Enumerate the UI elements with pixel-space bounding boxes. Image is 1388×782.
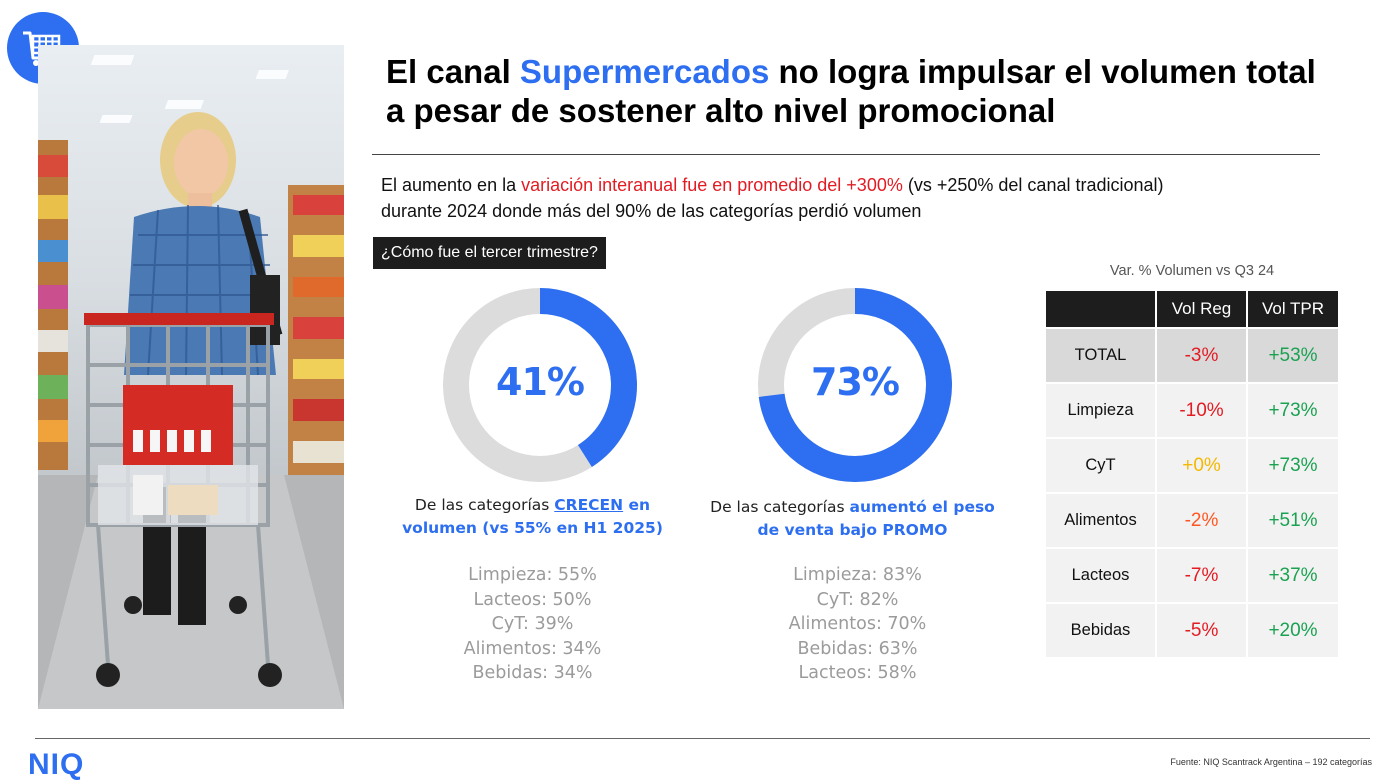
table-header-row: Vol Reg Vol TPR <box>1046 291 1338 328</box>
donut-arc <box>758 288 952 482</box>
list-item: Alimentos: 70% <box>788 614 927 635</box>
row-vol-reg: -7% <box>1155 547 1247 603</box>
list-item: Bebidas: 63% <box>797 638 918 659</box>
row-vol-reg: -2% <box>1155 492 1247 548</box>
table-header-vol-reg: Vol Reg <box>1155 291 1247 328</box>
caption-promo-highlight: aumentó el peso <box>849 498 995 516</box>
intro-highlight: variación interanual fue en promedio del… <box>521 175 903 195</box>
row-vol-tpr: +73% <box>1246 382 1338 438</box>
table-row: Alimentos -2% +51% <box>1046 492 1338 548</box>
question-label: ¿Cómo fue el tercer trimestre? <box>373 237 606 269</box>
donut-arc <box>443 288 637 482</box>
row-vol-tpr: +37% <box>1246 547 1338 603</box>
row-vol-reg: +0% <box>1155 437 1247 493</box>
title-highlight: Supermercados <box>519 53 770 90</box>
row-category: Lacteos <box>1046 547 1156 603</box>
source-note: Fuente: NIQ Scantrack Argentina – 192 ca… <box>1170 757 1372 767</box>
donut-value-crecen: 41% <box>496 360 585 404</box>
row-vol-tpr: +20% <box>1246 602 1338 657</box>
table-row: Limpieza -10% +73% <box>1046 382 1338 438</box>
shopper-illustration <box>38 55 344 709</box>
list-item: CyT: 82% <box>816 589 899 610</box>
row-category: Bebidas <box>1046 602 1156 657</box>
row-category: CyT <box>1046 437 1156 493</box>
table-row: Lacteos -7% +37% <box>1046 547 1338 603</box>
row-vol-reg: -10% <box>1155 382 1247 438</box>
table-row: CyT +0% +73% <box>1046 437 1338 493</box>
volume-table: Vol Reg Vol TPR TOTAL -3% +53% Limpieza … <box>1046 291 1338 657</box>
list-item: Limpieza: 83% <box>793 565 922 585</box>
caption-crecen-highlight: CRECEN <box>554 496 624 514</box>
donut-chart-crecen <box>443 288 637 482</box>
table-header-vol-tpr: Vol TPR <box>1246 291 1338 328</box>
table-row-total: TOTAL -3% +53% <box>1046 327 1338 383</box>
table-header-category <box>1046 291 1156 328</box>
page-title: El canal Supermercados no logra impulsar… <box>386 53 1316 129</box>
footer-divider <box>35 738 1370 739</box>
row-category: Limpieza <box>1046 382 1156 438</box>
list-item: Limpieza: 55% <box>468 565 597 585</box>
donut-chart-promo <box>758 288 952 482</box>
row-vol-reg: -3% <box>1155 327 1247 383</box>
list-item: Bebidas: 34% <box>472 663 593 684</box>
row-vol-tpr: +73% <box>1246 437 1338 493</box>
category-list-promo: Limpieza: 83% CyT: 82% Alimentos: 70% Be… <box>745 563 970 686</box>
list-item: CyT: 39% <box>491 614 574 635</box>
list-item: Lacteos: 58% <box>798 663 917 684</box>
niq-logo: NIQ <box>28 748 85 781</box>
list-item: Lacteos: 50% <box>473 589 592 610</box>
shopper-photo <box>38 45 344 709</box>
title-divider <box>372 154 1320 155</box>
category-list-crecen: Limpieza: 55% Lacteos: 50% CyT: 39% Alim… <box>420 563 645 686</box>
caption-promo: De las categorías aumentó el peso de ven… <box>710 498 995 539</box>
caption-crecen: De las categorías CRECEN en volumen (vs … <box>402 496 663 537</box>
intro-text: El aumento en la variación interanual fu… <box>381 175 1164 221</box>
row-vol-tpr: +51% <box>1246 492 1338 548</box>
table-title: Var. % Volumen vs Q3 24 <box>1109 263 1275 279</box>
list-item: Alimentos: 34% <box>463 638 602 659</box>
row-category: Alimentos <box>1046 492 1156 548</box>
row-vol-reg: -5% <box>1155 602 1247 657</box>
donut-value-promo: 73% <box>811 360 900 404</box>
row-category: TOTAL <box>1046 327 1156 383</box>
table-row: Bebidas -5% +20% <box>1046 602 1338 657</box>
row-vol-tpr: +53% <box>1246 327 1338 383</box>
